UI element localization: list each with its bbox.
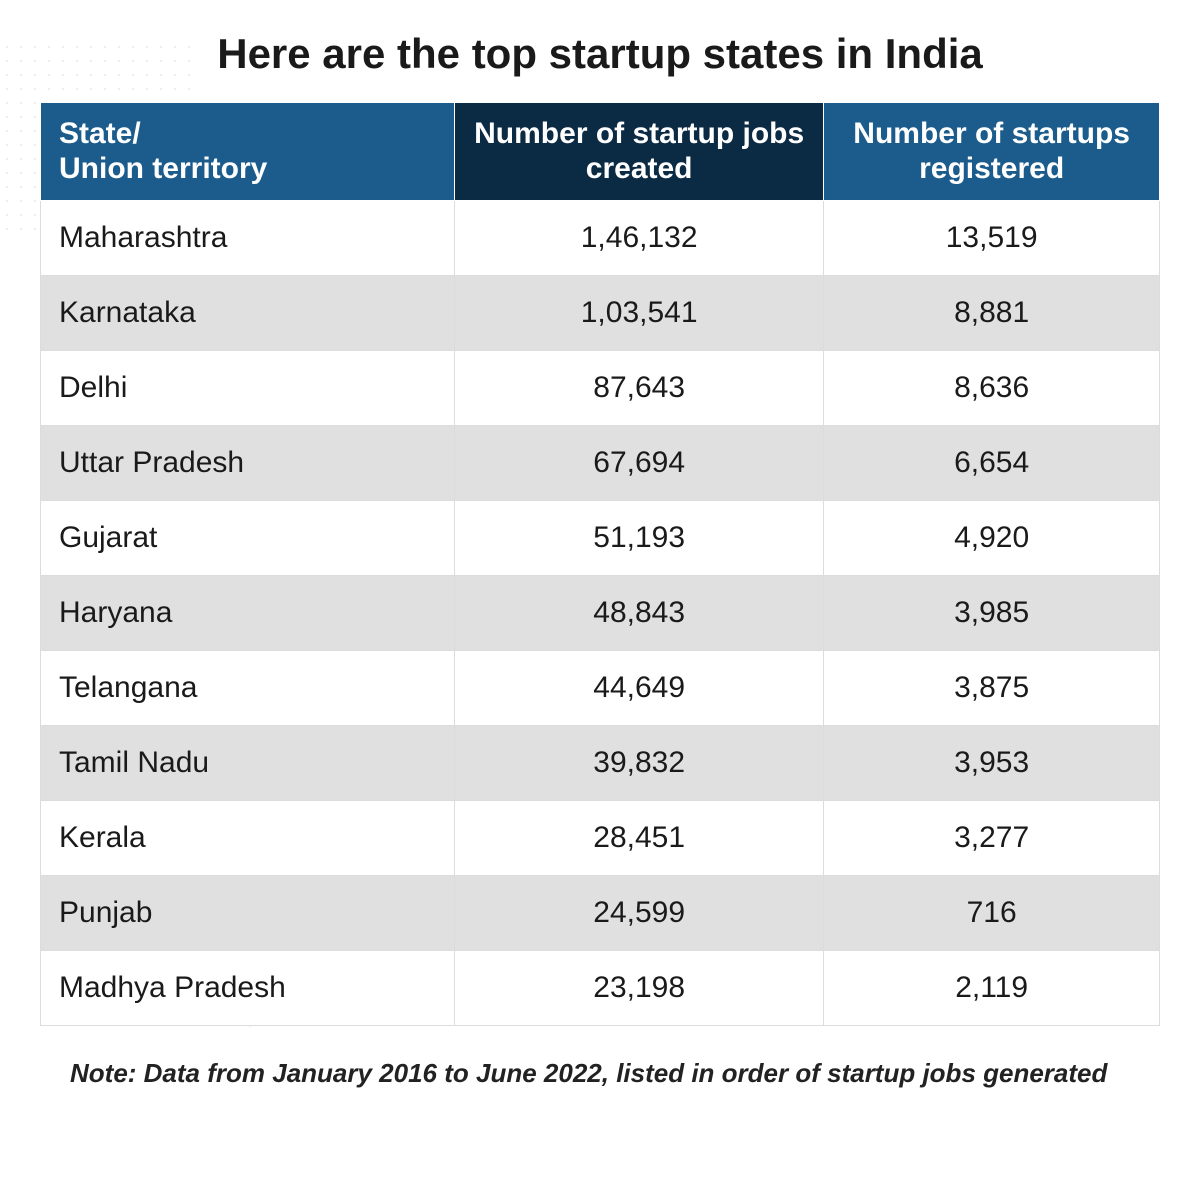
table-row: Uttar Pradesh67,6946,654 bbox=[41, 426, 1160, 501]
cell-registered: 6,654 bbox=[824, 426, 1160, 501]
footnote: Note: Data from January 2016 to June 202… bbox=[40, 1056, 1160, 1091]
cell-registered: 13,519 bbox=[824, 201, 1160, 276]
cell-registered: 2,119 bbox=[824, 951, 1160, 1026]
header-registered: Number of startups registered bbox=[824, 103, 1160, 201]
cell-registered: 3,277 bbox=[824, 801, 1160, 876]
header-jobs: Number of startup jobs created bbox=[455, 103, 824, 201]
cell-jobs: 24,599 bbox=[455, 876, 824, 951]
cell-state: Uttar Pradesh bbox=[41, 426, 455, 501]
cell-registered: 3,985 bbox=[824, 576, 1160, 651]
cell-registered: 8,881 bbox=[824, 276, 1160, 351]
cell-state: Haryana bbox=[41, 576, 455, 651]
table-row: Karnataka1,03,5418,881 bbox=[41, 276, 1160, 351]
table-row: Punjab24,599716 bbox=[41, 876, 1160, 951]
cell-jobs: 39,832 bbox=[455, 726, 824, 801]
cell-jobs: 67,694 bbox=[455, 426, 824, 501]
cell-state: Karnataka bbox=[41, 276, 455, 351]
cell-registered: 3,875 bbox=[824, 651, 1160, 726]
page-title: Here are the top startup states in India bbox=[40, 30, 1160, 78]
cell-state: Maharashtra bbox=[41, 201, 455, 276]
table-row: Gujarat51,1934,920 bbox=[41, 501, 1160, 576]
table-body: Maharashtra1,46,13213,519Karnataka1,03,5… bbox=[41, 201, 1160, 1026]
cell-jobs: 44,649 bbox=[455, 651, 824, 726]
table-row: Kerala28,4513,277 bbox=[41, 801, 1160, 876]
cell-jobs: 1,03,541 bbox=[455, 276, 824, 351]
cell-registered: 716 bbox=[824, 876, 1160, 951]
cell-state: Telangana bbox=[41, 651, 455, 726]
cell-registered: 3,953 bbox=[824, 726, 1160, 801]
table-header-row: State/Union territory Number of startup … bbox=[41, 103, 1160, 201]
cell-jobs: 28,451 bbox=[455, 801, 824, 876]
cell-jobs: 23,198 bbox=[455, 951, 824, 1026]
cell-registered: 4,920 bbox=[824, 501, 1160, 576]
header-state: State/Union territory bbox=[41, 103, 455, 201]
cell-state: Kerala bbox=[41, 801, 455, 876]
cell-state: Delhi bbox=[41, 351, 455, 426]
table-row: Madhya Pradesh23,1982,119 bbox=[41, 951, 1160, 1026]
table-row: Maharashtra1,46,13213,519 bbox=[41, 201, 1160, 276]
cell-registered: 8,636 bbox=[824, 351, 1160, 426]
cell-state: Madhya Pradesh bbox=[41, 951, 455, 1026]
table-row: Haryana48,8433,985 bbox=[41, 576, 1160, 651]
cell-jobs: 87,643 bbox=[455, 351, 824, 426]
table-row: Delhi87,6438,636 bbox=[41, 351, 1160, 426]
cell-state: Tamil Nadu bbox=[41, 726, 455, 801]
startup-states-table: State/Union territory Number of startup … bbox=[40, 102, 1160, 1026]
cell-state: Gujarat bbox=[41, 501, 455, 576]
table-row: Tamil Nadu39,8323,953 bbox=[41, 726, 1160, 801]
cell-jobs: 51,193 bbox=[455, 501, 824, 576]
table-row: Telangana44,6493,875 bbox=[41, 651, 1160, 726]
cell-jobs: 48,843 bbox=[455, 576, 824, 651]
cell-jobs: 1,46,132 bbox=[455, 201, 824, 276]
cell-state: Punjab bbox=[41, 876, 455, 951]
